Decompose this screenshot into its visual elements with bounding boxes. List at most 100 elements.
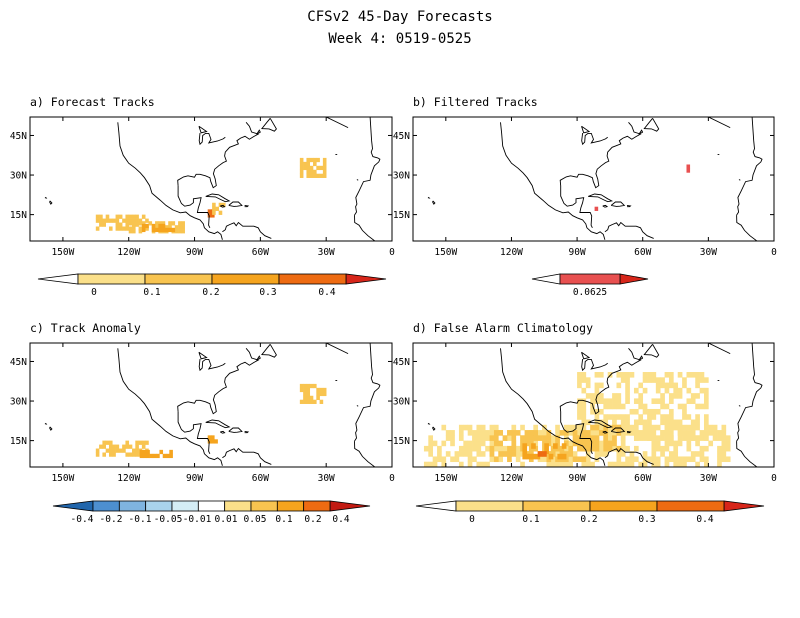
heatmap-cell — [128, 437, 133, 443]
x-tick-label: 0 — [771, 247, 777, 258]
heatmap-cell — [319, 165, 324, 171]
heatmap-cell — [463, 424, 468, 431]
heatmap-cell — [432, 461, 438, 467]
heatmap-cell — [590, 403, 595, 410]
heatmap-cell — [299, 399, 304, 404]
heatmap-cell — [598, 451, 604, 457]
coastline-segment — [708, 117, 731, 129]
heatmap-cell — [146, 453, 150, 459]
coastline — [44, 343, 381, 467]
heatmap-cell — [594, 398, 600, 404]
heatmap-cell — [316, 157, 320, 163]
heatmap-cell — [607, 372, 613, 378]
heatmap-cell — [319, 387, 324, 393]
heatmap-cell — [664, 419, 670, 426]
heatmap-cell — [581, 414, 587, 420]
heatmap-cell — [148, 449, 153, 455]
heatmap-cell — [703, 377, 709, 383]
plot-frame — [29, 116, 393, 242]
heatmap-cell — [528, 435, 534, 441]
heatmap-cell — [476, 435, 482, 441]
heatmap-cell — [168, 445, 172, 451]
heatmap-cell — [138, 218, 143, 223]
heatmap-cell — [102, 452, 106, 457]
heatmap-cell — [717, 435, 722, 441]
heatmap-cell — [303, 399, 307, 404]
coastline-segment — [736, 117, 763, 216]
heatmap-cell — [655, 398, 661, 404]
x-tick-label: 120W — [117, 247, 140, 258]
figure-title-line1: CFSv2 45-Day Forecasts — [307, 9, 492, 25]
heatmap-cell — [252, 436, 257, 441]
heatmap-cell — [598, 445, 604, 452]
heatmap-cell — [249, 424, 253, 430]
heatmap-cell — [164, 441, 169, 447]
heatmap-cell — [458, 430, 464, 436]
heatmap-cell — [520, 424, 525, 431]
coastline-segment — [205, 193, 231, 203]
heatmap-cell — [158, 437, 162, 443]
heatmap-cell — [164, 449, 169, 455]
heatmap-cell — [708, 424, 714, 431]
heatmap-cell — [158, 445, 162, 451]
heatmap-cell — [99, 444, 103, 449]
heatmap-cell — [178, 221, 182, 226]
heatmap-cell — [550, 435, 556, 441]
heatmap-cell — [673, 419, 679, 426]
heatmap-cell — [428, 445, 433, 452]
heatmap-cell — [156, 453, 160, 459]
heatmap-cell — [145, 223, 149, 229]
heatmap-cell — [138, 221, 143, 226]
heatmap-cell — [299, 387, 304, 393]
heatmap-cell — [546, 430, 552, 436]
heatmap-cell — [115, 226, 120, 231]
heatmap-cell — [664, 440, 670, 447]
heatmap-cell — [603, 435, 609, 441]
heatmap-cell — [725, 440, 731, 447]
heatmap-cell — [577, 435, 582, 441]
heatmap-cell — [590, 435, 595, 441]
heatmap-cell — [585, 382, 591, 389]
heatmap-cell — [102, 440, 106, 445]
heatmap-cell — [511, 440, 517, 447]
heatmap-cell — [647, 408, 652, 415]
colorbar-swatch — [211, 273, 280, 285]
heatmap-cell — [594, 382, 600, 389]
plot-frame — [412, 342, 775, 468]
heatmap-cell — [572, 435, 578, 441]
heatmap-cell — [489, 424, 495, 431]
heatmap-cell — [441, 424, 447, 431]
heatmap-cell — [717, 461, 722, 467]
heatmap-cell — [316, 173, 320, 178]
x-tick-label: 150W — [51, 247, 74, 258]
heatmap-cell — [122, 218, 126, 223]
heatmap-cells — [423, 372, 731, 467]
heatmap-cell — [655, 461, 661, 467]
heatmap-cell — [642, 419, 648, 426]
heatmap-cell — [585, 456, 591, 463]
coastline-segment — [602, 430, 609, 434]
coastline-segment — [222, 221, 272, 239]
heatmap-cell — [695, 414, 700, 420]
heatmap-cell — [616, 451, 622, 457]
colorbar-high-arrow — [723, 500, 765, 512]
x-tick-label: 60W — [252, 247, 269, 258]
panel-a: a) Forecast Tracks 150W 120W 90W 60W 30W 0 45N 3… — [10, 95, 395, 298]
heatmap-cell — [128, 221, 133, 226]
heatmap-cell — [306, 173, 311, 178]
heatmap-cell — [171, 221, 176, 226]
heatmap-cell — [445, 435, 451, 441]
heatmap-cell — [211, 445, 215, 451]
heatmap-cell — [664, 430, 670, 436]
heatmap-cell — [309, 399, 314, 404]
colorbar-tick-label: 0.1 — [143, 287, 160, 298]
heatmap-cell — [581, 398, 587, 404]
heatmap-cell — [598, 382, 604, 389]
heatmap-cell — [703, 387, 709, 394]
heatmap-cell — [616, 382, 622, 389]
colorbar-tick-label: -0.4 — [71, 514, 94, 525]
coastline-segment — [500, 348, 606, 466]
heatmap-cell — [577, 445, 582, 452]
colorbar-swatch — [522, 500, 591, 512]
heatmap-cell — [686, 424, 692, 431]
